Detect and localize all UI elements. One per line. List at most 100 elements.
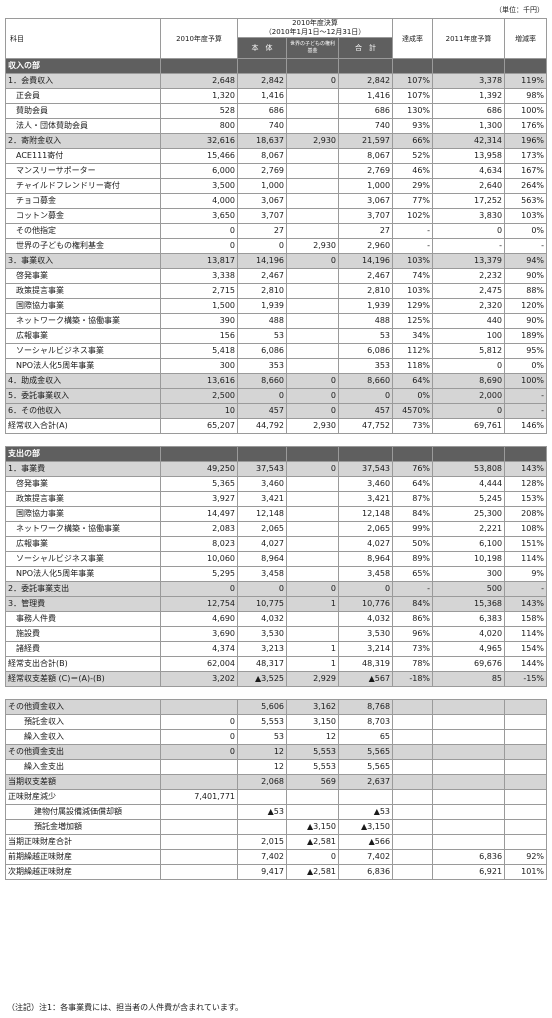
section-filler-cell	[237, 446, 287, 462]
row-label: 3．管理費	[5, 596, 161, 612]
cell-change: 151%	[504, 536, 548, 552]
cell-budget-2010: 0	[160, 744, 238, 760]
cell-main: 3,458	[237, 566, 287, 582]
cell-childfund: 3,162	[286, 699, 339, 715]
cell-budget-2011: 4,965	[432, 641, 506, 657]
cell-change: 143%	[504, 596, 548, 612]
cell-budget-2010: 10	[160, 403, 238, 419]
cell-rate: 52%	[392, 148, 434, 164]
cell-budget-2010: 13,616	[160, 373, 238, 389]
table-row: 次期繰越正味財産 9,417 ▲2,581 6,836 6,921 101%	[5, 864, 548, 880]
cell-change: 100%	[504, 103, 548, 119]
cell-budget-2010	[160, 774, 238, 790]
cell-childfund: 5,553	[286, 744, 339, 760]
row-label: ACE111寄付	[5, 148, 161, 164]
row-label: 諸経費	[5, 641, 161, 657]
cell-childfund: 3,150	[286, 714, 339, 730]
cell-budget-2011: 25,300	[432, 506, 506, 522]
cell-childfund: 2,930	[286, 238, 339, 254]
cell-budget-2011: 13,379	[432, 253, 506, 269]
cell-total: 37,543	[337, 461, 394, 477]
table-row: 1．事業費 49,250 37,543 0 37,543 76% 53,808 143%	[5, 461, 548, 477]
cell-change: 95%	[504, 343, 548, 359]
cell-main: 0	[237, 238, 287, 254]
cell-rate	[392, 789, 434, 805]
cell-main: 2,769	[237, 163, 287, 179]
header-settlement-title: 2010年度決算	[292, 19, 338, 28]
cell-rate: 4570%	[392, 403, 434, 419]
cell-rate	[392, 819, 434, 835]
table-row: コットン募金 3,650 3,707 3,707 102% 3,830 103%	[5, 208, 548, 224]
cell-rate: 84%	[392, 596, 434, 612]
cell-main: 2,015	[237, 834, 287, 850]
cell-budget-2010: 2,715	[160, 283, 238, 299]
cell-main: 2,068	[237, 774, 287, 790]
cell-childfund	[286, 298, 339, 314]
cell-total: ▲566	[337, 834, 394, 850]
cell-childfund: 1	[286, 656, 339, 672]
cell-budget-2011: 8,690	[432, 373, 506, 389]
cell-budget-2010	[160, 819, 238, 835]
row-label: 啓発事業	[5, 476, 161, 492]
table-row: 国際協力事業 1,500 1,939 1,939 129% 2,320 120%	[5, 298, 548, 314]
header-change: 増減率	[504, 18, 548, 59]
cell-childfund: 0	[286, 73, 339, 89]
cell-main: 488	[237, 313, 287, 329]
spacer-cell	[5, 686, 161, 700]
cell-change: 154%	[504, 641, 548, 657]
cell-budget-2010	[160, 849, 238, 865]
cell-total: ▲3,150	[337, 819, 394, 835]
cell-budget-2011: 2,232	[432, 268, 506, 284]
cell-budget-2011: 6,383	[432, 611, 506, 627]
cell-main: 9,417	[237, 864, 287, 880]
spacer-cell	[432, 433, 505, 447]
cell-change: 173%	[504, 148, 548, 164]
cell-budget-2010: 0	[160, 223, 238, 239]
section-income: 収入の部	[5, 58, 548, 74]
row-label: 正会員	[5, 88, 161, 104]
cell-rate: 29%	[392, 178, 434, 194]
table-row: 預託金収入 0 5,553 3,150 8,703	[5, 714, 548, 730]
cell-total: 3,067	[337, 193, 394, 209]
cell-rate: 73%	[392, 418, 434, 434]
spacer-row	[5, 686, 547, 700]
cell-budget-2011: 0	[432, 223, 506, 239]
row-label: 2．委託事業支出	[5, 581, 161, 597]
cell-change: 114%	[504, 551, 548, 567]
table-row: その他指定 0 27 27-0 0%	[5, 223, 548, 239]
section-filler-cell	[504, 58, 548, 74]
row-label: 法人・団体賛助会員	[5, 118, 161, 134]
cell-main: 2,842	[237, 73, 287, 89]
cell-change: 94%	[504, 253, 548, 269]
row-label: 施設費	[5, 626, 161, 642]
cell-total: 2,842	[337, 73, 394, 89]
cell-main	[237, 789, 287, 805]
cell-childfund: ▲2,581	[286, 834, 339, 850]
table-row: 当期正味財産合計 2,015 ▲2,581 ▲566	[5, 834, 548, 850]
cell-total: 3,421	[337, 491, 394, 507]
cell-budget-2010: 6,000	[160, 163, 238, 179]
cell-budget-2010: 8,023	[160, 536, 238, 552]
cell-childfund	[286, 804, 339, 820]
cell-total: 8,768	[337, 699, 394, 715]
table-row: NPO法人化5周年事業 5,295 3,458 3,458 65% 300 9%	[5, 566, 548, 582]
cell-main: 5,553	[237, 714, 287, 730]
cell-rate	[392, 759, 434, 775]
cell-budget-2011: 100	[432, 328, 506, 344]
cell-childfund: 5,553	[286, 759, 339, 775]
table-row: 5．委託事業収入 2,500 0 0 0 0% 2,000-	[5, 388, 548, 404]
cell-change: 128%	[504, 476, 548, 492]
cell-childfund	[286, 328, 339, 344]
cell-childfund	[286, 313, 339, 329]
section-filler-cell	[337, 446, 394, 462]
cell-main: ▲53	[237, 804, 287, 820]
cell-change: 90%	[504, 313, 548, 329]
row-label: 3．事業収入	[5, 253, 161, 269]
cell-childfund	[286, 476, 339, 492]
cell-budget-2010: 0	[160, 581, 238, 597]
spacer-cell	[160, 686, 238, 700]
cell-rate: 50%	[392, 536, 434, 552]
cell-budget-2011	[432, 714, 506, 730]
cell-budget-2010: 3,927	[160, 491, 238, 507]
spacer-cell	[392, 433, 433, 447]
